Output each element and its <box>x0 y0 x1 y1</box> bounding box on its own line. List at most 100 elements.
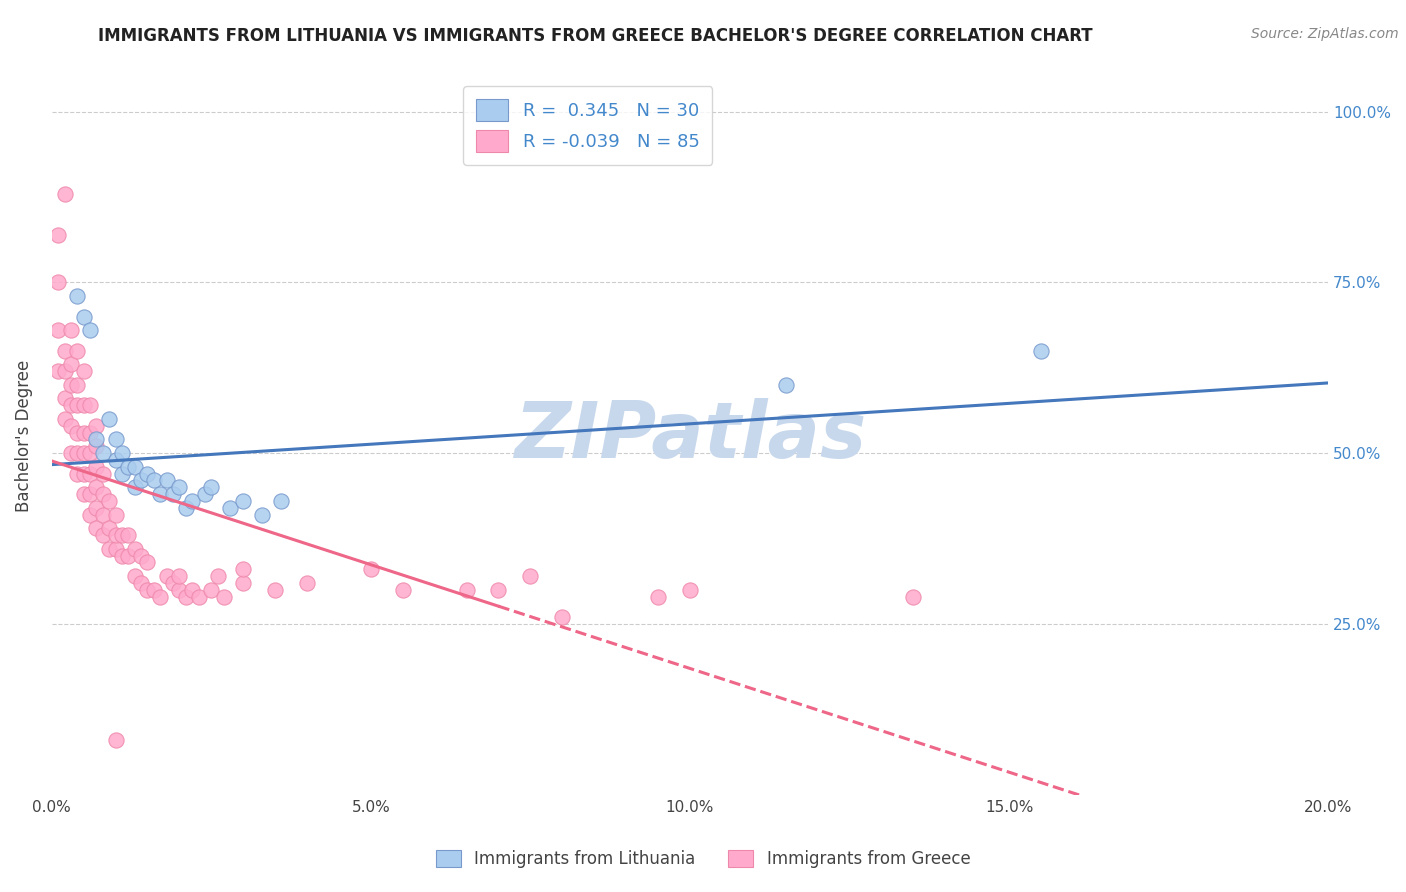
Point <box>86 521 108 535</box>
Point <box>66 446 89 460</box>
Point <box>488 582 510 597</box>
Point <box>53 186 76 201</box>
Point <box>136 582 159 597</box>
Point <box>142 474 165 488</box>
Point <box>46 227 69 242</box>
Point <box>456 582 478 597</box>
Point <box>86 433 108 447</box>
Point <box>104 433 127 447</box>
Point <box>129 576 152 591</box>
Point <box>104 528 127 542</box>
Point <box>124 569 146 583</box>
Point <box>142 582 165 597</box>
Point <box>73 467 96 481</box>
Point <box>86 459 108 474</box>
Point <box>124 480 146 494</box>
Point <box>181 494 204 508</box>
Point <box>73 425 96 440</box>
Point <box>91 467 114 481</box>
Point <box>156 474 179 488</box>
Point <box>59 398 82 412</box>
Point <box>79 467 101 481</box>
Point <box>679 582 702 597</box>
Point <box>129 549 152 563</box>
Point <box>551 610 574 624</box>
Point <box>264 582 287 597</box>
Point <box>270 494 292 508</box>
Point <box>295 576 318 591</box>
Point <box>46 276 69 290</box>
Point <box>519 569 541 583</box>
Point <box>73 310 96 324</box>
Point <box>104 453 127 467</box>
Y-axis label: Bachelor's Degree: Bachelor's Degree <box>15 360 32 512</box>
Point <box>117 549 139 563</box>
Point <box>66 289 89 303</box>
Point <box>111 528 134 542</box>
Point <box>79 508 101 522</box>
Point <box>169 569 191 583</box>
Point <box>212 590 235 604</box>
Point <box>360 562 382 576</box>
Point <box>129 474 152 488</box>
Point <box>136 467 159 481</box>
Point <box>207 569 229 583</box>
Point <box>86 439 108 453</box>
Point <box>46 364 69 378</box>
Point <box>79 323 101 337</box>
Legend: R =  0.345   N = 30, R = -0.039   N = 85: R = 0.345 N = 30, R = -0.039 N = 85 <box>464 87 713 165</box>
Point <box>59 377 82 392</box>
Point <box>232 562 254 576</box>
Point <box>156 569 179 583</box>
Point <box>187 590 209 604</box>
Point <box>66 398 89 412</box>
Point <box>174 590 197 604</box>
Point <box>73 364 96 378</box>
Point <box>66 425 89 440</box>
Point <box>149 487 172 501</box>
Point <box>86 418 108 433</box>
Point <box>149 590 172 604</box>
Point <box>91 446 114 460</box>
Point <box>79 398 101 412</box>
Point <box>169 480 191 494</box>
Point <box>117 459 139 474</box>
Point <box>252 508 274 522</box>
Point <box>104 733 127 747</box>
Point <box>124 459 146 474</box>
Point <box>181 582 204 597</box>
Point <box>117 528 139 542</box>
Point <box>86 500 108 515</box>
Point <box>98 494 121 508</box>
Point <box>66 377 89 392</box>
Point <box>59 357 82 371</box>
Point <box>73 398 96 412</box>
Point <box>219 500 242 515</box>
Point <box>104 508 127 522</box>
Point <box>53 364 76 378</box>
Point <box>53 412 76 426</box>
Point <box>79 446 101 460</box>
Point <box>111 549 134 563</box>
Point <box>124 541 146 556</box>
Text: IMMIGRANTS FROM LITHUANIA VS IMMIGRANTS FROM GREECE BACHELOR'S DEGREE CORRELATIO: IMMIGRANTS FROM LITHUANIA VS IMMIGRANTS … <box>98 27 1092 45</box>
Point <box>111 446 134 460</box>
Point <box>66 343 89 358</box>
Point <box>903 590 925 604</box>
Point <box>53 392 76 406</box>
Point <box>200 582 222 597</box>
Point <box>232 494 254 508</box>
Point <box>59 323 82 337</box>
Point <box>73 446 96 460</box>
Point <box>200 480 222 494</box>
Point <box>73 487 96 501</box>
Point <box>91 508 114 522</box>
Point <box>174 500 197 515</box>
Point <box>59 446 82 460</box>
Point <box>162 576 184 591</box>
Point <box>53 343 76 358</box>
Point <box>86 480 108 494</box>
Point <box>79 425 101 440</box>
Point <box>98 521 121 535</box>
Point <box>98 412 121 426</box>
